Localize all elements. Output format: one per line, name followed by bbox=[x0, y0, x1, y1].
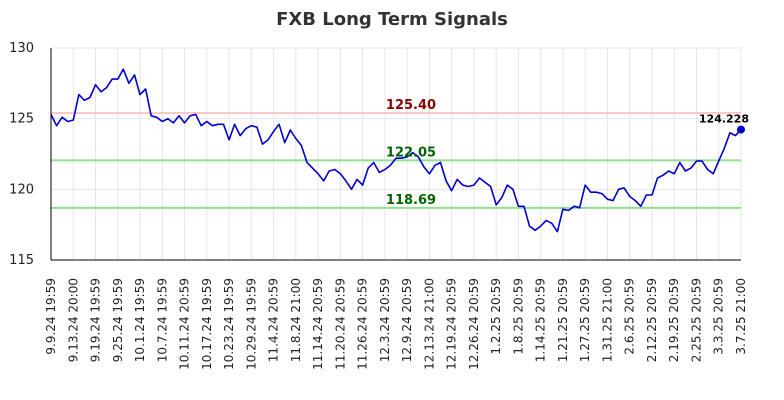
x-tick-label: 12.13.24 21:00 bbox=[422, 278, 436, 370]
chart-title: FXB Long Term Signals bbox=[276, 9, 508, 30]
series-layer bbox=[50, 68, 745, 233]
level-labels: 125.40 122.05 118.69 124.228 bbox=[386, 98, 749, 208]
x-tick-label: 1.21.25 20:59 bbox=[556, 278, 570, 362]
level-layer bbox=[51, 112, 741, 209]
x-tick-label: 2.25.25 20:59 bbox=[689, 278, 703, 362]
x-tick-label: 1.14.25 20:59 bbox=[534, 278, 548, 362]
y-tick-labels: 115 120 125 130 bbox=[9, 41, 34, 268]
x-tick-label: 11.4.24 20:59 bbox=[267, 278, 281, 362]
y-tick-label: 130 bbox=[9, 41, 34, 56]
x-tick-label: 1.27.25 20:59 bbox=[578, 278, 592, 362]
price-line bbox=[50, 68, 742, 233]
grid-layer bbox=[50, 47, 742, 261]
x-tick-label: 9.9.24 19:59 bbox=[44, 278, 58, 355]
x-tick-label: 10.11.24 20:59 bbox=[178, 278, 192, 370]
x-tick-label: 1.8.25 20:59 bbox=[511, 278, 525, 355]
level-label: 118.69 bbox=[386, 193, 436, 208]
x-tick-label: 2.12.25 20:59 bbox=[645, 278, 659, 362]
x-tick-label: 10.1.24 19:59 bbox=[133, 278, 147, 362]
x-tick-label: 11.8.24 21:00 bbox=[289, 278, 303, 362]
x-tick-label: 12.9.24 20:59 bbox=[400, 278, 414, 362]
last-value-label: 124.228 bbox=[699, 113, 749, 126]
level-label: 125.40 bbox=[386, 98, 436, 113]
x-tick-label: 12.26.24 20:59 bbox=[467, 278, 481, 370]
x-tick-label: 11.14.24 20:59 bbox=[311, 278, 325, 370]
axis-layer bbox=[50, 48, 741, 261]
x-tick-label: 3.3.25 20:59 bbox=[712, 278, 726, 355]
x-tick-label: 10.23.24 19:59 bbox=[222, 278, 236, 370]
last-point-marker bbox=[737, 125, 745, 134]
x-tick-label: 11.20.24 20:59 bbox=[333, 278, 347, 370]
x-tick-label: 3.7.25 21:00 bbox=[734, 278, 748, 355]
x-tick-label: 2.6.25 20:59 bbox=[623, 278, 637, 355]
x-tick-label: 10.29.24 19:59 bbox=[244, 278, 258, 370]
x-tick-label: 12.3.24 20:59 bbox=[378, 278, 392, 362]
x-tick-label: 11.26.24 20:59 bbox=[356, 278, 370, 370]
x-tick-label: 9.13.24 20:00 bbox=[66, 278, 80, 362]
x-tick-label: 9.19.24 19:59 bbox=[89, 278, 103, 362]
x-tick-label: 9.25.24 19:59 bbox=[111, 278, 125, 362]
y-tick-label: 120 bbox=[9, 182, 34, 197]
level-label: 122.05 bbox=[386, 145, 436, 160]
x-tick-label: 10.7.24 19:59 bbox=[155, 278, 169, 362]
y-tick-label: 115 bbox=[9, 253, 34, 268]
y-tick-label: 125 bbox=[9, 112, 34, 127]
x-tick-label: 10.17.24 19:59 bbox=[200, 278, 214, 370]
x-tick-label: 1.31.25 21:00 bbox=[600, 278, 614, 362]
x-tick-labels: 9.9.24 19:59 9.13.24 20:00 9.19.24 19:59 9.… bbox=[44, 278, 748, 370]
x-tick-label: 12.19.24 20:59 bbox=[445, 278, 459, 370]
x-tick-label: 1.2.25 20:59 bbox=[489, 278, 503, 355]
x-tick-label: 2.19.25 20:59 bbox=[667, 278, 681, 362]
